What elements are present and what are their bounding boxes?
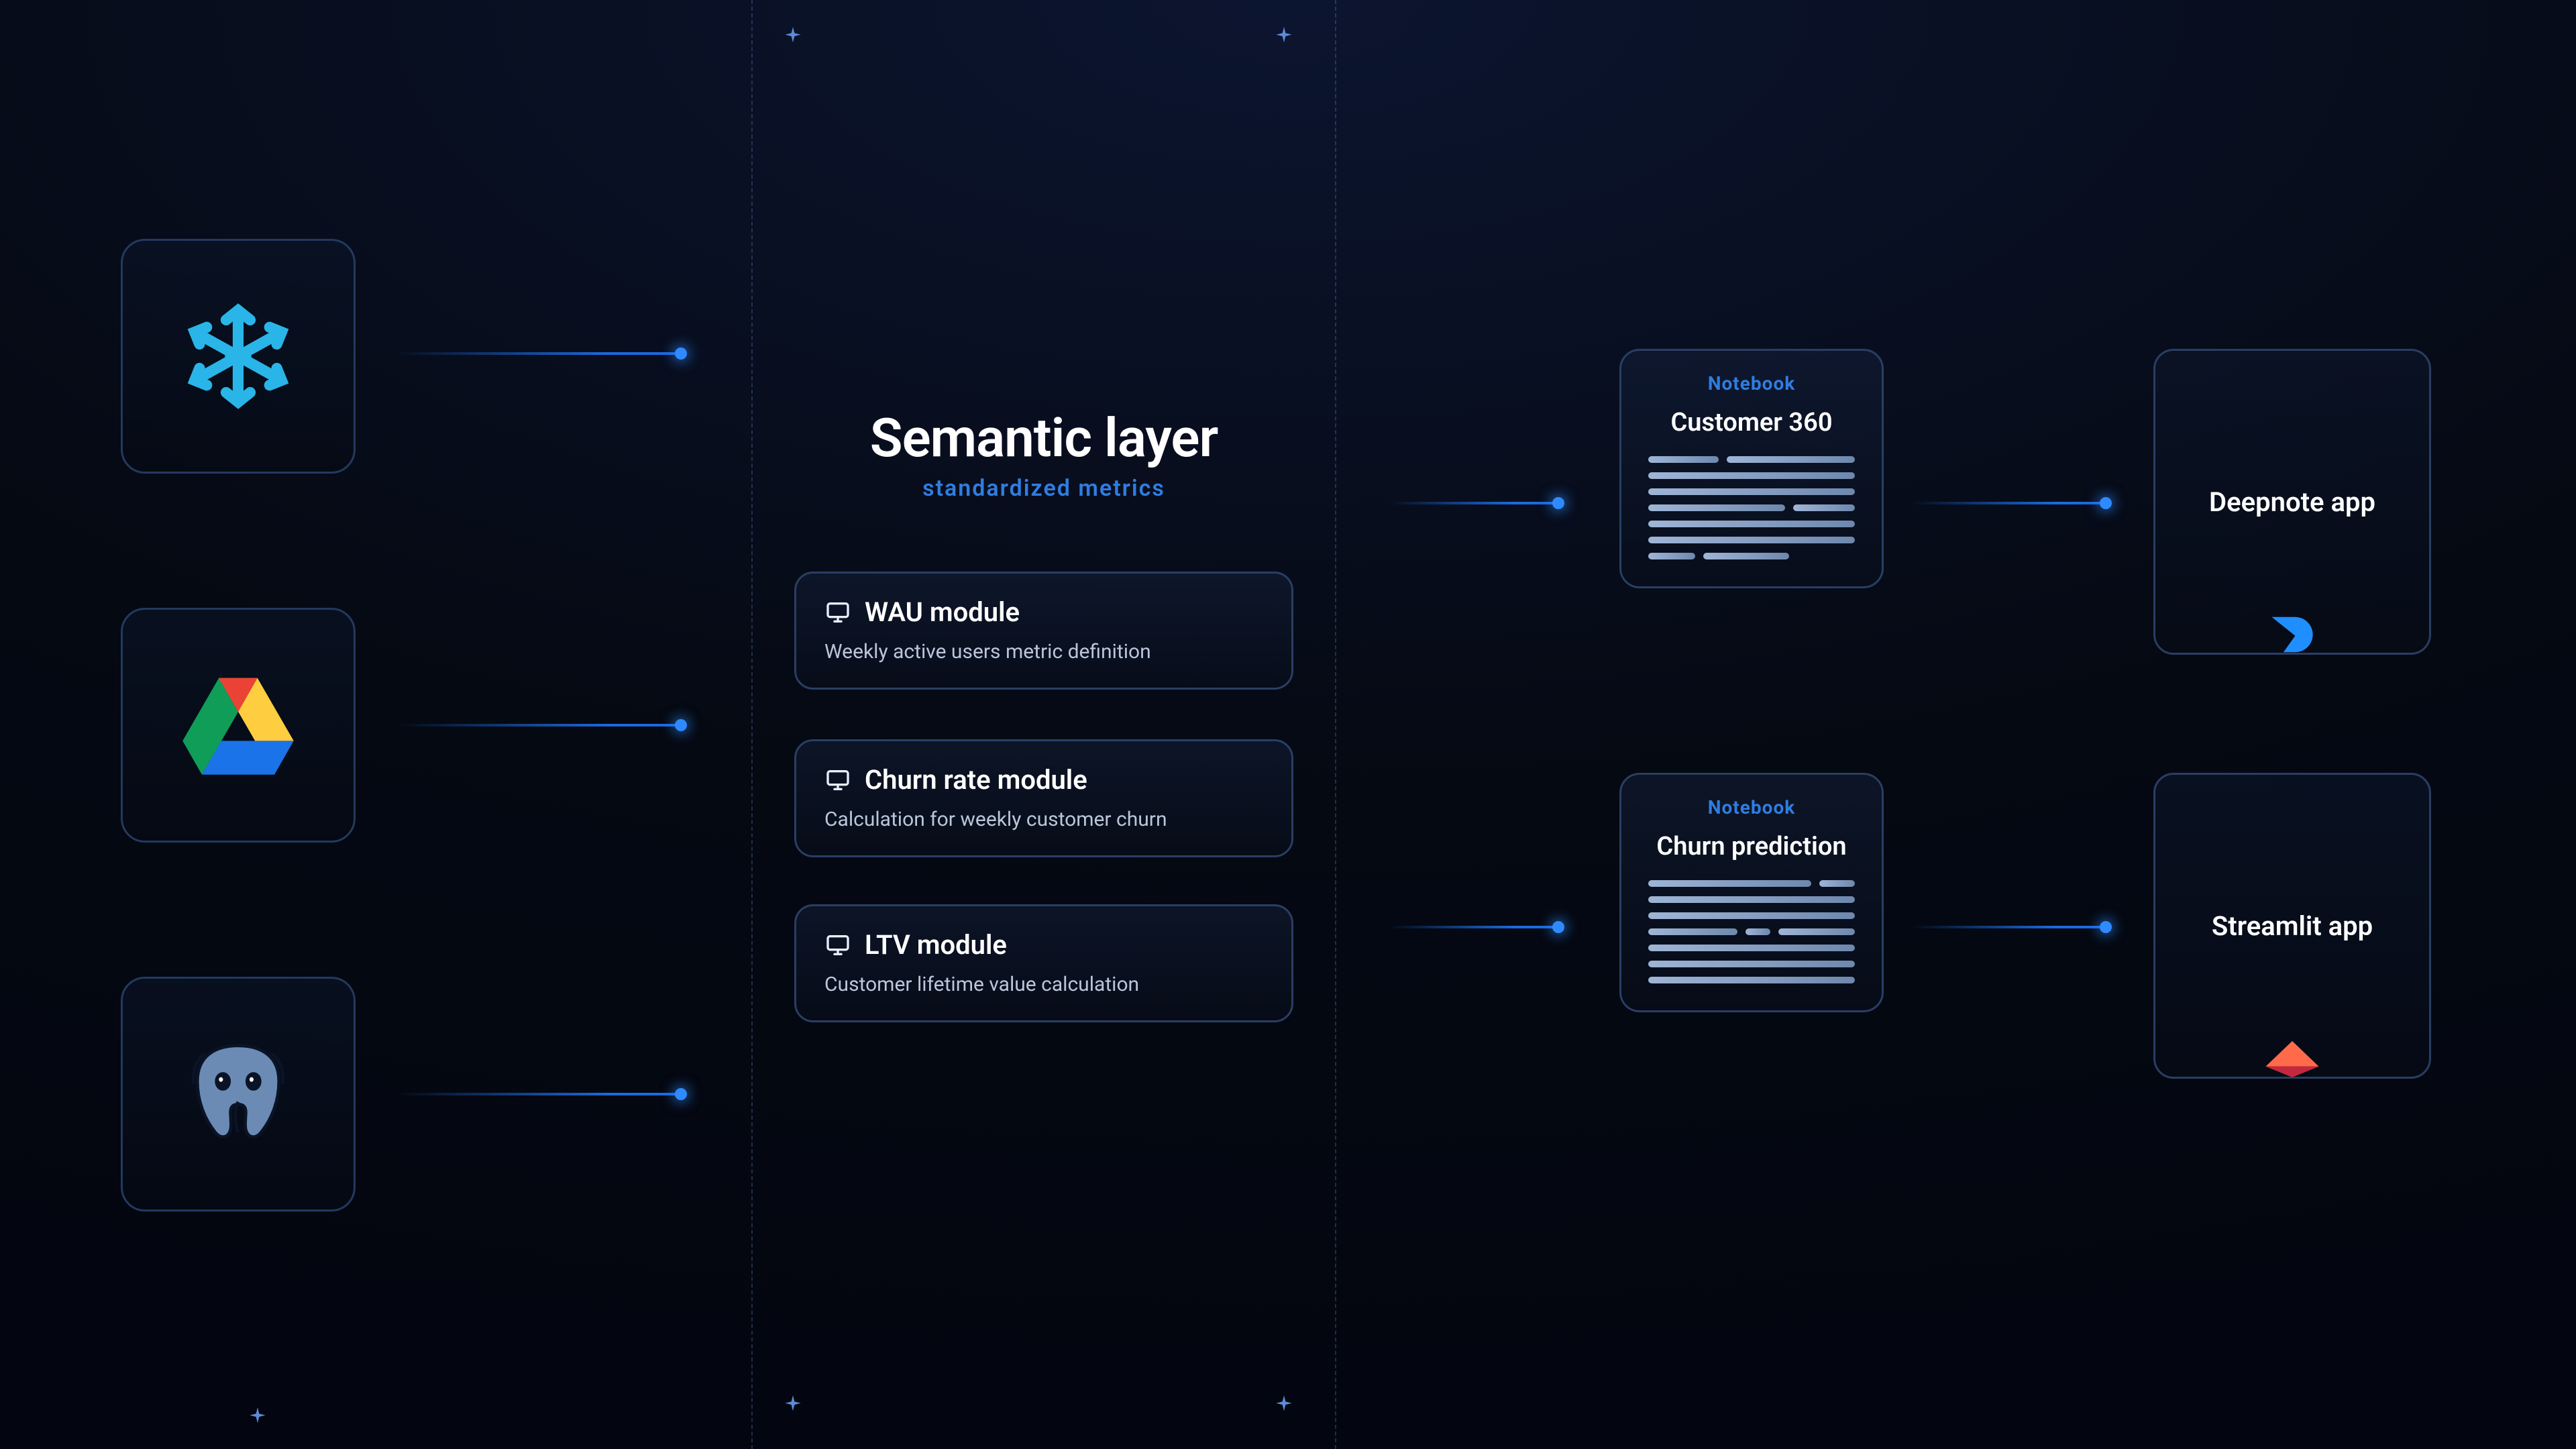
semantic-layer-title: Semantic layer — [789, 407, 1299, 470]
monitor-icon — [824, 932, 851, 959]
notebook-lines — [1648, 456, 1855, 559]
connector — [1911, 926, 2105, 928]
sparkle-icon — [248, 1407, 267, 1426]
notebook-lines — [1648, 880, 1855, 983]
module-desc: Calculation for weekly customer churn — [824, 808, 1263, 831]
module-title: LTV module — [865, 929, 1007, 961]
gdrive-icon — [178, 671, 299, 780]
semantic-layer-subtitle: standardized metrics — [789, 475, 1299, 502]
notebook-customer-360: Notebook Customer 360 — [1619, 349, 1884, 588]
connector — [1389, 502, 1558, 504]
notebook-title: Customer 360 — [1648, 408, 1855, 437]
module-wau: WAU module Weekly active users metric de… — [794, 572, 1293, 690]
snowflake-icon — [178, 296, 299, 417]
semantic-layer-header: Semantic layer standardized metrics — [789, 407, 1299, 502]
source-postgres — [121, 977, 356, 1212]
connector — [396, 724, 680, 727]
monitor-icon — [824, 599, 851, 626]
module-desc: Weekly active users metric definition — [824, 640, 1263, 663]
diagram-stage: Semantic layer standardized metrics WAU … — [0, 0, 2576, 1449]
app-deepnote: Deepnote app — [2153, 349, 2431, 655]
monitor-icon — [824, 767, 851, 794]
notebook-churn-prediction: Notebook Churn prediction — [1619, 773, 1884, 1012]
connector — [1911, 502, 2105, 504]
sparkle-icon — [784, 27, 802, 46]
module-churn: Churn rate module Calculation for weekly… — [794, 739, 1293, 857]
deepnote-icon — [2262, 611, 2322, 658]
notebook-title: Churn prediction — [1648, 832, 1855, 861]
source-snowflake — [121, 239, 356, 474]
module-desc: Customer lifetime value calculation — [824, 973, 1263, 996]
postgres-icon — [174, 1030, 302, 1158]
connector — [396, 352, 680, 355]
notebook-tag: Notebook — [1648, 796, 1855, 818]
sparkle-icon — [1275, 1395, 1293, 1414]
sparkle-icon — [784, 1395, 802, 1414]
connector — [1389, 926, 1558, 928]
streamlit-icon — [2262, 1035, 2322, 1082]
notebook-tag: Notebook — [1648, 372, 1855, 394]
connector — [396, 1093, 680, 1095]
source-gdrive — [121, 608, 356, 843]
column-divider-1 — [751, 0, 753, 1449]
sparkle-icon — [1275, 27, 1293, 46]
module-title: Churn rate module — [865, 764, 1087, 796]
column-divider-2 — [1335, 0, 1336, 1449]
module-title: WAU module — [865, 596, 1020, 628]
app-streamlit: Streamlit app — [2153, 773, 2431, 1079]
app-title: Streamlit app — [2212, 910, 2373, 942]
module-ltv: LTV module Customer lifetime value calcu… — [794, 904, 1293, 1022]
app-title: Deepnote app — [2209, 486, 2375, 518]
